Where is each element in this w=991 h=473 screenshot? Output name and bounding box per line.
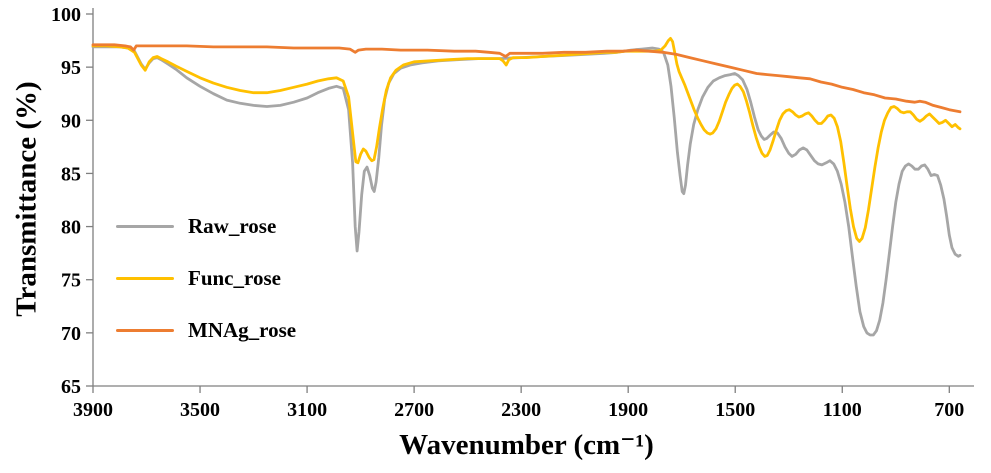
legend-swatch-func-rose xyxy=(116,277,174,280)
y-tick-label: 95 xyxy=(61,57,81,79)
x-tick-label: 2300 xyxy=(501,399,541,421)
legend-item-raw-rose: Raw_rose xyxy=(116,214,296,239)
series-line-Raw_rose xyxy=(91,45,962,337)
y-tick-label: 80 xyxy=(61,217,81,239)
y-tick-label: 70 xyxy=(61,323,81,345)
legend-swatch-raw-rose xyxy=(116,225,174,228)
x-tick-label: 3900 xyxy=(73,399,113,421)
x-tick-label: 2700 xyxy=(394,399,434,421)
x-tick-label: 1900 xyxy=(608,399,648,421)
x-tick-label: 1100 xyxy=(823,399,862,421)
legend-swatch-mnag-rose xyxy=(116,329,174,332)
y-axis-title: Transmittance (%) xyxy=(10,81,43,317)
y-tick-label: 100 xyxy=(51,4,81,26)
series-line-Func_rose xyxy=(91,37,962,243)
x-tick-label: 3500 xyxy=(180,399,220,421)
legend-item-mnag-rose: MNAg_rose xyxy=(116,318,296,343)
legend-label-raw-rose: Raw_rose xyxy=(188,214,277,238)
y-tick-label: 65 xyxy=(61,376,81,398)
series-line-MNAg_rose xyxy=(91,43,962,114)
y-tick-label: 90 xyxy=(61,110,81,132)
legend-item-func-rose: Func_rose xyxy=(116,266,296,291)
legend-label-func-rose: Func_rose xyxy=(188,266,281,290)
legend-label-mnag-rose: MNAg_rose xyxy=(188,318,297,342)
y-tick-label: 85 xyxy=(61,163,81,185)
x-tick-label: 3100 xyxy=(287,399,327,421)
x-axis-title: Wavenumber (cm⁻¹) xyxy=(399,429,654,461)
x-tick-label: 1500 xyxy=(715,399,755,421)
x-tick-label: 700 xyxy=(934,399,964,421)
y-tick-label: 75 xyxy=(61,270,81,292)
legend: Raw_rose Func_rose MNAg_rose xyxy=(116,214,296,343)
